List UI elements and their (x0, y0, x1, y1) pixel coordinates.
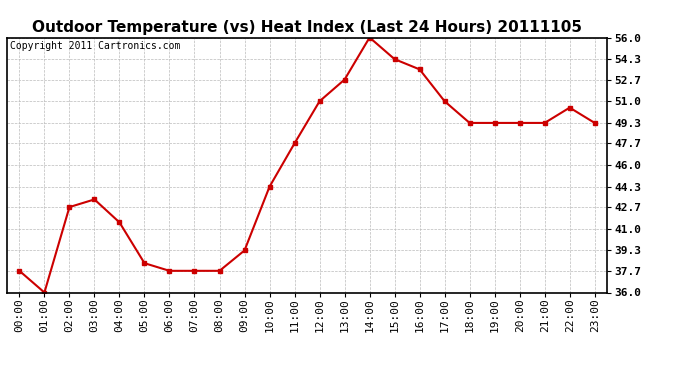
Title: Outdoor Temperature (vs) Heat Index (Last 24 Hours) 20111105: Outdoor Temperature (vs) Heat Index (Las… (32, 20, 582, 35)
Text: Copyright 2011 Cartronics.com: Copyright 2011 Cartronics.com (10, 41, 180, 51)
